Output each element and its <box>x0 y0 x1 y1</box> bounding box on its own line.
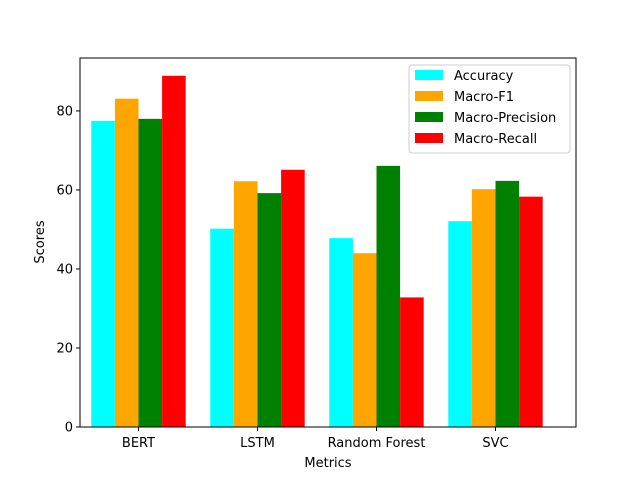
bar-macro-precision-bert <box>138 118 163 427</box>
bar-accuracy-random-forest <box>329 238 353 427</box>
bar-macro-f1-random-forest <box>352 253 377 427</box>
bar-accuracy-lstm <box>210 228 234 427</box>
legend-label: Accuracy <box>454 69 514 84</box>
bar-macro-f1-lstm <box>233 181 258 427</box>
x-tick-label: LSTM <box>240 436 275 451</box>
y-axis-label: Scores <box>33 220 48 263</box>
x-axis: BERT LSTM Random Forest SVC <box>122 427 509 451</box>
bar-macro-recall-lstm <box>281 169 305 427</box>
x-tick-label: SVC <box>482 436 508 451</box>
y-tick-label: 0 <box>65 421 73 436</box>
legend-label: Macro-Recall <box>454 132 537 147</box>
legend-swatch <box>415 91 443 101</box>
bar-accuracy-svc <box>448 221 472 427</box>
y-tick-label: 40 <box>56 262 73 277</box>
y-axis: 0 20 40 60 80 <box>56 104 80 436</box>
legend-label: Macro-F1 <box>454 90 514 105</box>
legend-box <box>408 64 571 154</box>
legend-swatch <box>415 133 443 143</box>
bar-macro-precision-lstm <box>257 193 282 427</box>
y-tick-label: 60 <box>56 183 73 198</box>
plot-frame <box>79 57 577 428</box>
legend-swatch <box>415 112 443 122</box>
bar-macro-recall-random-forest <box>400 297 424 427</box>
x-axis-label: Metrics <box>304 456 351 471</box>
y-tick-label: 80 <box>56 104 73 119</box>
bar-macro-precision-random-forest <box>376 165 401 428</box>
bar-macro-recall-svc <box>519 196 543 427</box>
legend: Accuracy Macro-F1 Macro-Precision Macro-Rec… <box>408 64 571 154</box>
x-tick-label: BERT <box>122 436 155 451</box>
legend-swatch <box>415 70 443 80</box>
bars-layer <box>91 75 543 428</box>
bar-macro-precision-svc <box>495 180 520 427</box>
y-tick-label: 20 <box>56 341 73 356</box>
legend-label: Macro-Precision <box>454 111 556 126</box>
bar-accuracy-bert <box>91 120 115 427</box>
bar-macro-f1-bert <box>114 98 139 427</box>
bar-macro-recall-bert <box>162 75 186 427</box>
bar-macro-f1-svc <box>471 189 496 427</box>
x-tick-label: Random Forest <box>328 436 426 451</box>
